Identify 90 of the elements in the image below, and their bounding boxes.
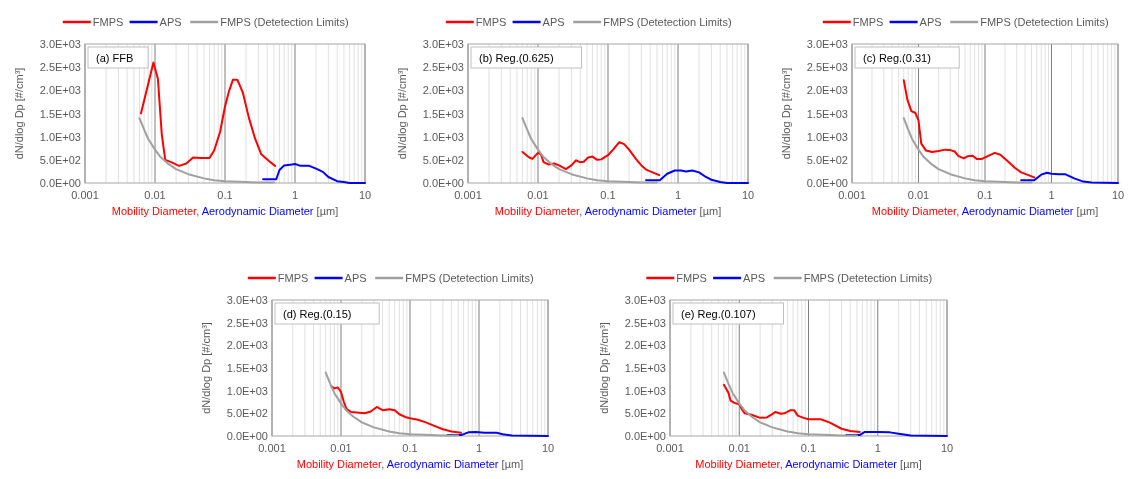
legend-label: FMPS (Detetection Limits) (803, 272, 933, 284)
x-tick-label: 0.001 (656, 442, 684, 454)
legend-label: APS (743, 272, 766, 284)
legend-label: APS (919, 16, 942, 28)
x-tick-label: 0.1 (800, 442, 817, 454)
y-tick-label: 2.5E+03 (226, 316, 268, 329)
y-tick-label: 0.0E+00 (806, 177, 848, 189)
y-tick-label: 1.0E+03 (39, 130, 81, 143)
x-tick-label: 10 (541, 442, 555, 454)
y-tick-label: 5.0E+02 (422, 153, 464, 166)
x-tick-label: 0.01 (330, 442, 352, 454)
y-tick-label: 2.5E+03 (39, 61, 81, 74)
legend-label: FMPS (Detetection Limits) (980, 16, 1109, 28)
x-tick-label: 0.1 (600, 189, 616, 201)
y-tick-label: 3.0E+03 (226, 294, 268, 306)
x-tick-label: 0.01 (728, 442, 750, 454)
x-tick-label: 10 (940, 442, 954, 454)
y-tick-label: 3.0E+03 (422, 38, 464, 50)
y-tick-label: 0.0E+00 (422, 177, 464, 189)
y-tick-label: 0.0E+00 (39, 177, 81, 189)
x-tick-label: 0.01 (144, 189, 166, 201)
x-axis-title: Mobility Diameter, Aerodynamic Diameter [µm] (296, 458, 524, 470)
x-tick-label: 10 (1111, 189, 1125, 201)
y-tick-label: 2.0E+03 (624, 339, 666, 352)
x-tick-label: 0.01 (527, 189, 549, 201)
x-tick-label: 0.001 (71, 189, 99, 201)
y-tick-label: 1.0E+03 (422, 130, 464, 143)
y-axis-title: dN/dlog Dp [#/cm³] (13, 67, 25, 160)
x-tick-label: 0.1 (402, 442, 418, 454)
x-tick-label: 0.1 (977, 189, 993, 201)
x-tick-label: 1 (874, 442, 881, 454)
x-tick-label: 0.1 (217, 189, 233, 201)
x-axis-title: Mobility Diameter, Aerodynamic Diameter [µm] (695, 458, 922, 470)
legend-label: FMPS (475, 16, 507, 28)
y-tick-label: 2.5E+03 (624, 316, 666, 329)
y-tick-label: 1.5E+03 (226, 362, 268, 374)
annotation: (c) Reg.(0.31) (863, 52, 931, 64)
annotation: (d) Reg.(0.15) (283, 308, 352, 320)
y-tick-label: 0.0E+00 (624, 430, 666, 442)
y-tick-label: 5.0E+02 (226, 407, 268, 420)
y-axis-title: dN/dlog Dp [#/cm³] (200, 322, 212, 414)
x-tick-label: 1 (475, 442, 483, 454)
legend-label: FMPS (852, 16, 884, 28)
legend-label: APS (542, 16, 565, 28)
y-axis-title: dN/dlog Dp [#/cm³] (780, 67, 792, 160)
y-tick-label: 1.5E+03 (39, 107, 81, 120)
annotation: (a) FFB (96, 52, 134, 64)
annotation: (b) Reg.(0.625) (479, 52, 554, 64)
legend-label: FMPS (Detetection Limits) (603, 16, 732, 28)
x-tick-label: 0.01 (907, 189, 930, 201)
y-tick-label: 3.0E+03 (624, 294, 666, 306)
y-axis-title: dN/dlog Dp [#/cm³] (396, 67, 408, 160)
y-tick-label: 3.0E+03 (39, 38, 81, 50)
x-tick-label: 0.001 (454, 189, 482, 201)
x-tick-label: 10 (358, 189, 372, 201)
y-tick-label: 1.5E+03 (624, 362, 666, 374)
legend-label: FMPS (676, 272, 707, 284)
legend-label: FMPS (Detetection Limits) (405, 272, 534, 284)
x-tick-label: 0.001 (258, 442, 286, 454)
y-tick-label: 0.0E+00 (226, 430, 268, 442)
y-tick-label: 2.0E+03 (806, 84, 848, 97)
x-axis-title: Mobility Diameter, Aerodynamic Diameter [µm] (871, 205, 1099, 217)
x-tick-label: 10 (741, 189, 755, 201)
y-tick-label: 1.5E+03 (422, 107, 464, 120)
y-tick-label: 1.5E+03 (806, 107, 848, 120)
y-tick-label: 2.0E+03 (226, 339, 268, 352)
legend-label: APS (159, 16, 182, 28)
legend-label: APS (344, 272, 367, 284)
y-tick-label: 5.0E+02 (39, 153, 81, 166)
x-tick-label: 1 (674, 189, 682, 201)
y-tick-label: 2.5E+03 (806, 61, 848, 74)
x-tick-label: 1 (1048, 189, 1055, 201)
y-tick-label: 1.0E+03 (226, 384, 268, 397)
annotation: (e) Reg.(0.107) (681, 308, 756, 320)
y-tick-label: 5.0E+02 (624, 407, 666, 420)
legend-label: FMPS (92, 16, 124, 28)
legend-label: FMPS (277, 272, 309, 284)
x-tick-label: 0.001 (838, 189, 866, 201)
y-tick-label: 5.0E+02 (806, 153, 848, 166)
y-axis-title: dN/dlog Dp [#/cm³] (598, 322, 610, 414)
legend-label: FMPS (Detetection Limits) (220, 16, 349, 28)
y-tick-label: 1.0E+03 (806, 130, 848, 143)
y-tick-label: 3.0E+03 (806, 38, 848, 50)
y-tick-label: 1.0E+03 (624, 384, 666, 397)
y-tick-label: 2.0E+03 (422, 84, 464, 97)
x-axis-title: Mobility Diameter, Aerodynamic Diameter [µm] (494, 205, 722, 217)
x-axis-title: Mobility Diameter, Aerodynamic Diameter [µm] (111, 205, 339, 217)
y-tick-label: 2.5E+03 (422, 61, 464, 74)
y-tick-label: 2.0E+03 (39, 84, 81, 97)
x-tick-label: 1 (291, 189, 299, 201)
